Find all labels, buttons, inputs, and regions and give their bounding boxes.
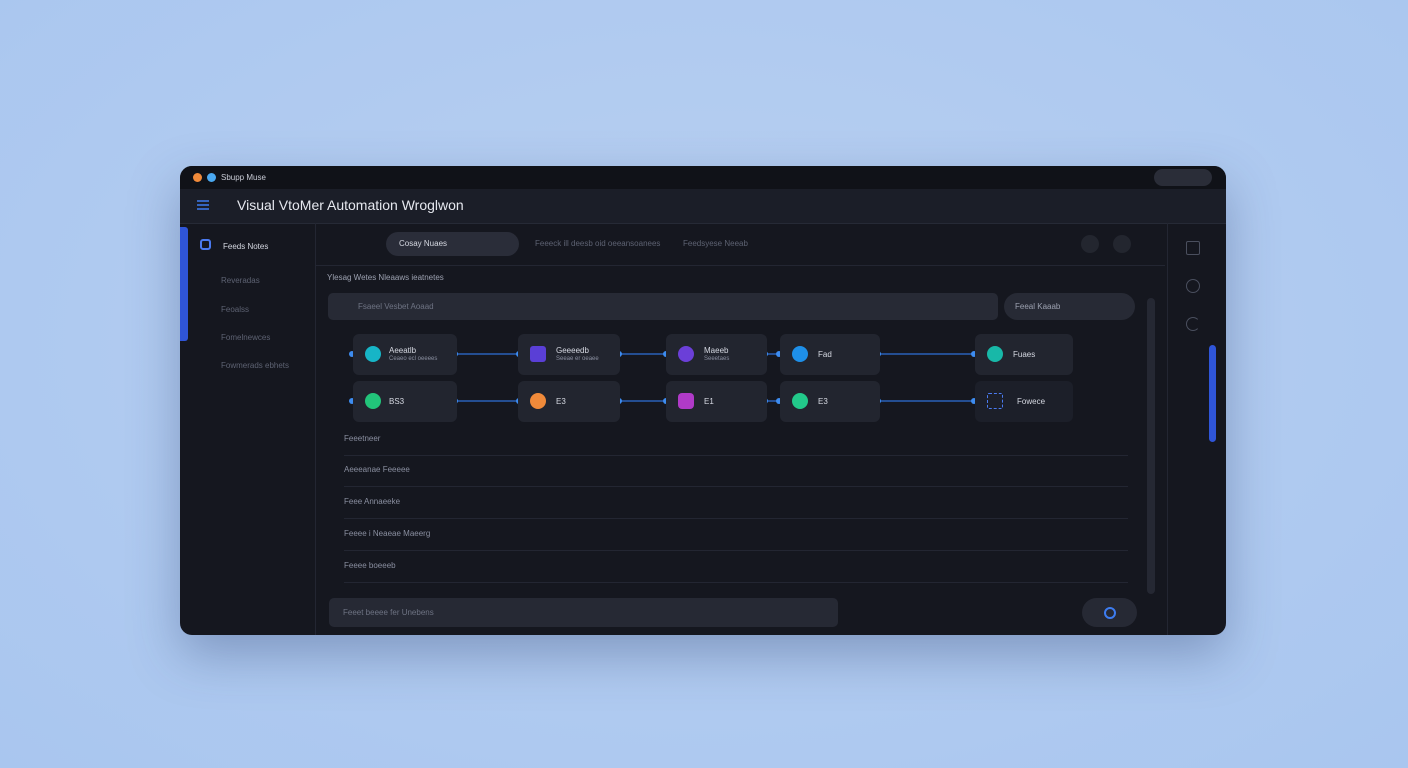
sidebar-item[interactable]: Reveradas (221, 276, 260, 285)
toolbar-button[interactable] (1081, 235, 1099, 253)
rail-icon[interactable] (1186, 241, 1200, 255)
node[interactable]: Fowece (975, 381, 1073, 422)
list-label: Feeetneer (344, 434, 381, 443)
dropdown-label: Cosay Nuaes (399, 239, 448, 248)
send-button[interactable] (1082, 598, 1137, 627)
rail-icon[interactable] (1186, 279, 1200, 293)
search-placeholder: Fsaeel Vesbet Aoaad (358, 302, 434, 311)
node-label: Geeeedb (556, 346, 589, 355)
sidebar-item[interactable]: Feoalss (221, 305, 250, 314)
list-label: Feee Annaeeke (344, 497, 401, 506)
app-title: Visual VtoMer Automation Wroglwon (237, 197, 464, 213)
search-button-label: Feeal Kaaab (1015, 302, 1061, 311)
rail-icon[interactable] (1186, 317, 1200, 331)
list-label: Feeee boeeeb (344, 561, 396, 570)
node[interactable]: Aeeatlb Ceaeo ecl oeeees (353, 334, 457, 375)
node-label: Fuaes (1013, 350, 1036, 359)
node[interactable]: Geeeedb Seeae er oeaee (518, 334, 620, 375)
search-bar[interactable] (328, 293, 998, 320)
title-bar (180, 166, 1226, 189)
sidebar-item[interactable]: Feeds Notes (223, 242, 269, 251)
node-label: Maeeb (704, 346, 729, 355)
toolbar-link[interactable]: Feedsyese Neeab (683, 239, 748, 248)
dropdown[interactable] (386, 232, 519, 256)
node[interactable]: Fuaes (975, 334, 1073, 375)
node-label: E3 (818, 397, 828, 406)
node-label: Aeeatlb (389, 346, 417, 355)
sidebar-item[interactable]: Fowmerads ebhets (221, 361, 290, 370)
menu-icon[interactable] (196, 199, 210, 211)
list-row[interactable]: Feee Annaeeke (344, 486, 1128, 519)
node-sub: Seeetaes (704, 356, 730, 362)
node-label: Fowece (1017, 397, 1046, 406)
window-dot[interactable] (207, 173, 216, 182)
sidebar-indicator (180, 227, 188, 341)
node[interactable]: BS3 (353, 381, 457, 422)
divider (315, 265, 1165, 266)
node[interactable]: E3 (780, 381, 880, 422)
breadcrumb[interactable]: Ylesag Wetes Nleaaws ieatnetes (327, 273, 444, 282)
app-window: Sbupp Muse Visual VtoMer Automation Wrog… (180, 166, 1226, 635)
scrollbar[interactable] (1147, 298, 1155, 594)
list-row[interactable]: Aeeeanae Feeeee (344, 454, 1128, 487)
toolbar-text: Feeeck ill deesb oid oeeansoanees (535, 239, 661, 248)
list-row[interactable]: Feeetneer (344, 423, 1128, 456)
send-icon (1104, 607, 1116, 619)
node-label: Fad (818, 350, 832, 359)
node-label: E1 (704, 397, 714, 406)
window-dot[interactable] (193, 173, 202, 182)
sidebar-icon (200, 239, 211, 250)
node-sub: Seeae er oeaee (556, 356, 599, 362)
sidebar (180, 223, 316, 635)
composer[interactable] (329, 598, 838, 627)
rail-scrollbar[interactable] (1209, 345, 1216, 442)
list-row[interactable]: Feeee boeeeb (344, 550, 1128, 583)
node-label: BS3 (389, 397, 405, 406)
search-button[interactable] (1004, 293, 1135, 320)
node[interactable]: E3 (518, 381, 620, 422)
composer-placeholder: Feeet beeee fer Unebens (343, 608, 434, 617)
list-row[interactable]: Feeee i Neaeae Maeerg (344, 518, 1128, 551)
sidebar-item[interactable]: Fomelnewces (221, 333, 271, 342)
node[interactable]: Maeeb Seeetaes (666, 334, 767, 375)
node-label: E3 (556, 397, 566, 406)
node[interactable]: E1 (666, 381, 767, 422)
window-title: Sbupp Muse (221, 173, 266, 182)
list-label: Aeeeanae Feeeee (344, 465, 410, 474)
header (180, 189, 1226, 224)
toolbar-button[interactable] (1113, 235, 1131, 253)
window-search[interactable] (1154, 169, 1212, 186)
right-rail (1167, 223, 1226, 635)
node[interactable]: Fad (780, 334, 880, 375)
list-label: Feeee i Neaeae Maeerg (344, 529, 431, 538)
node-sub: Ceaeo ecl oeeees (389, 356, 438, 362)
